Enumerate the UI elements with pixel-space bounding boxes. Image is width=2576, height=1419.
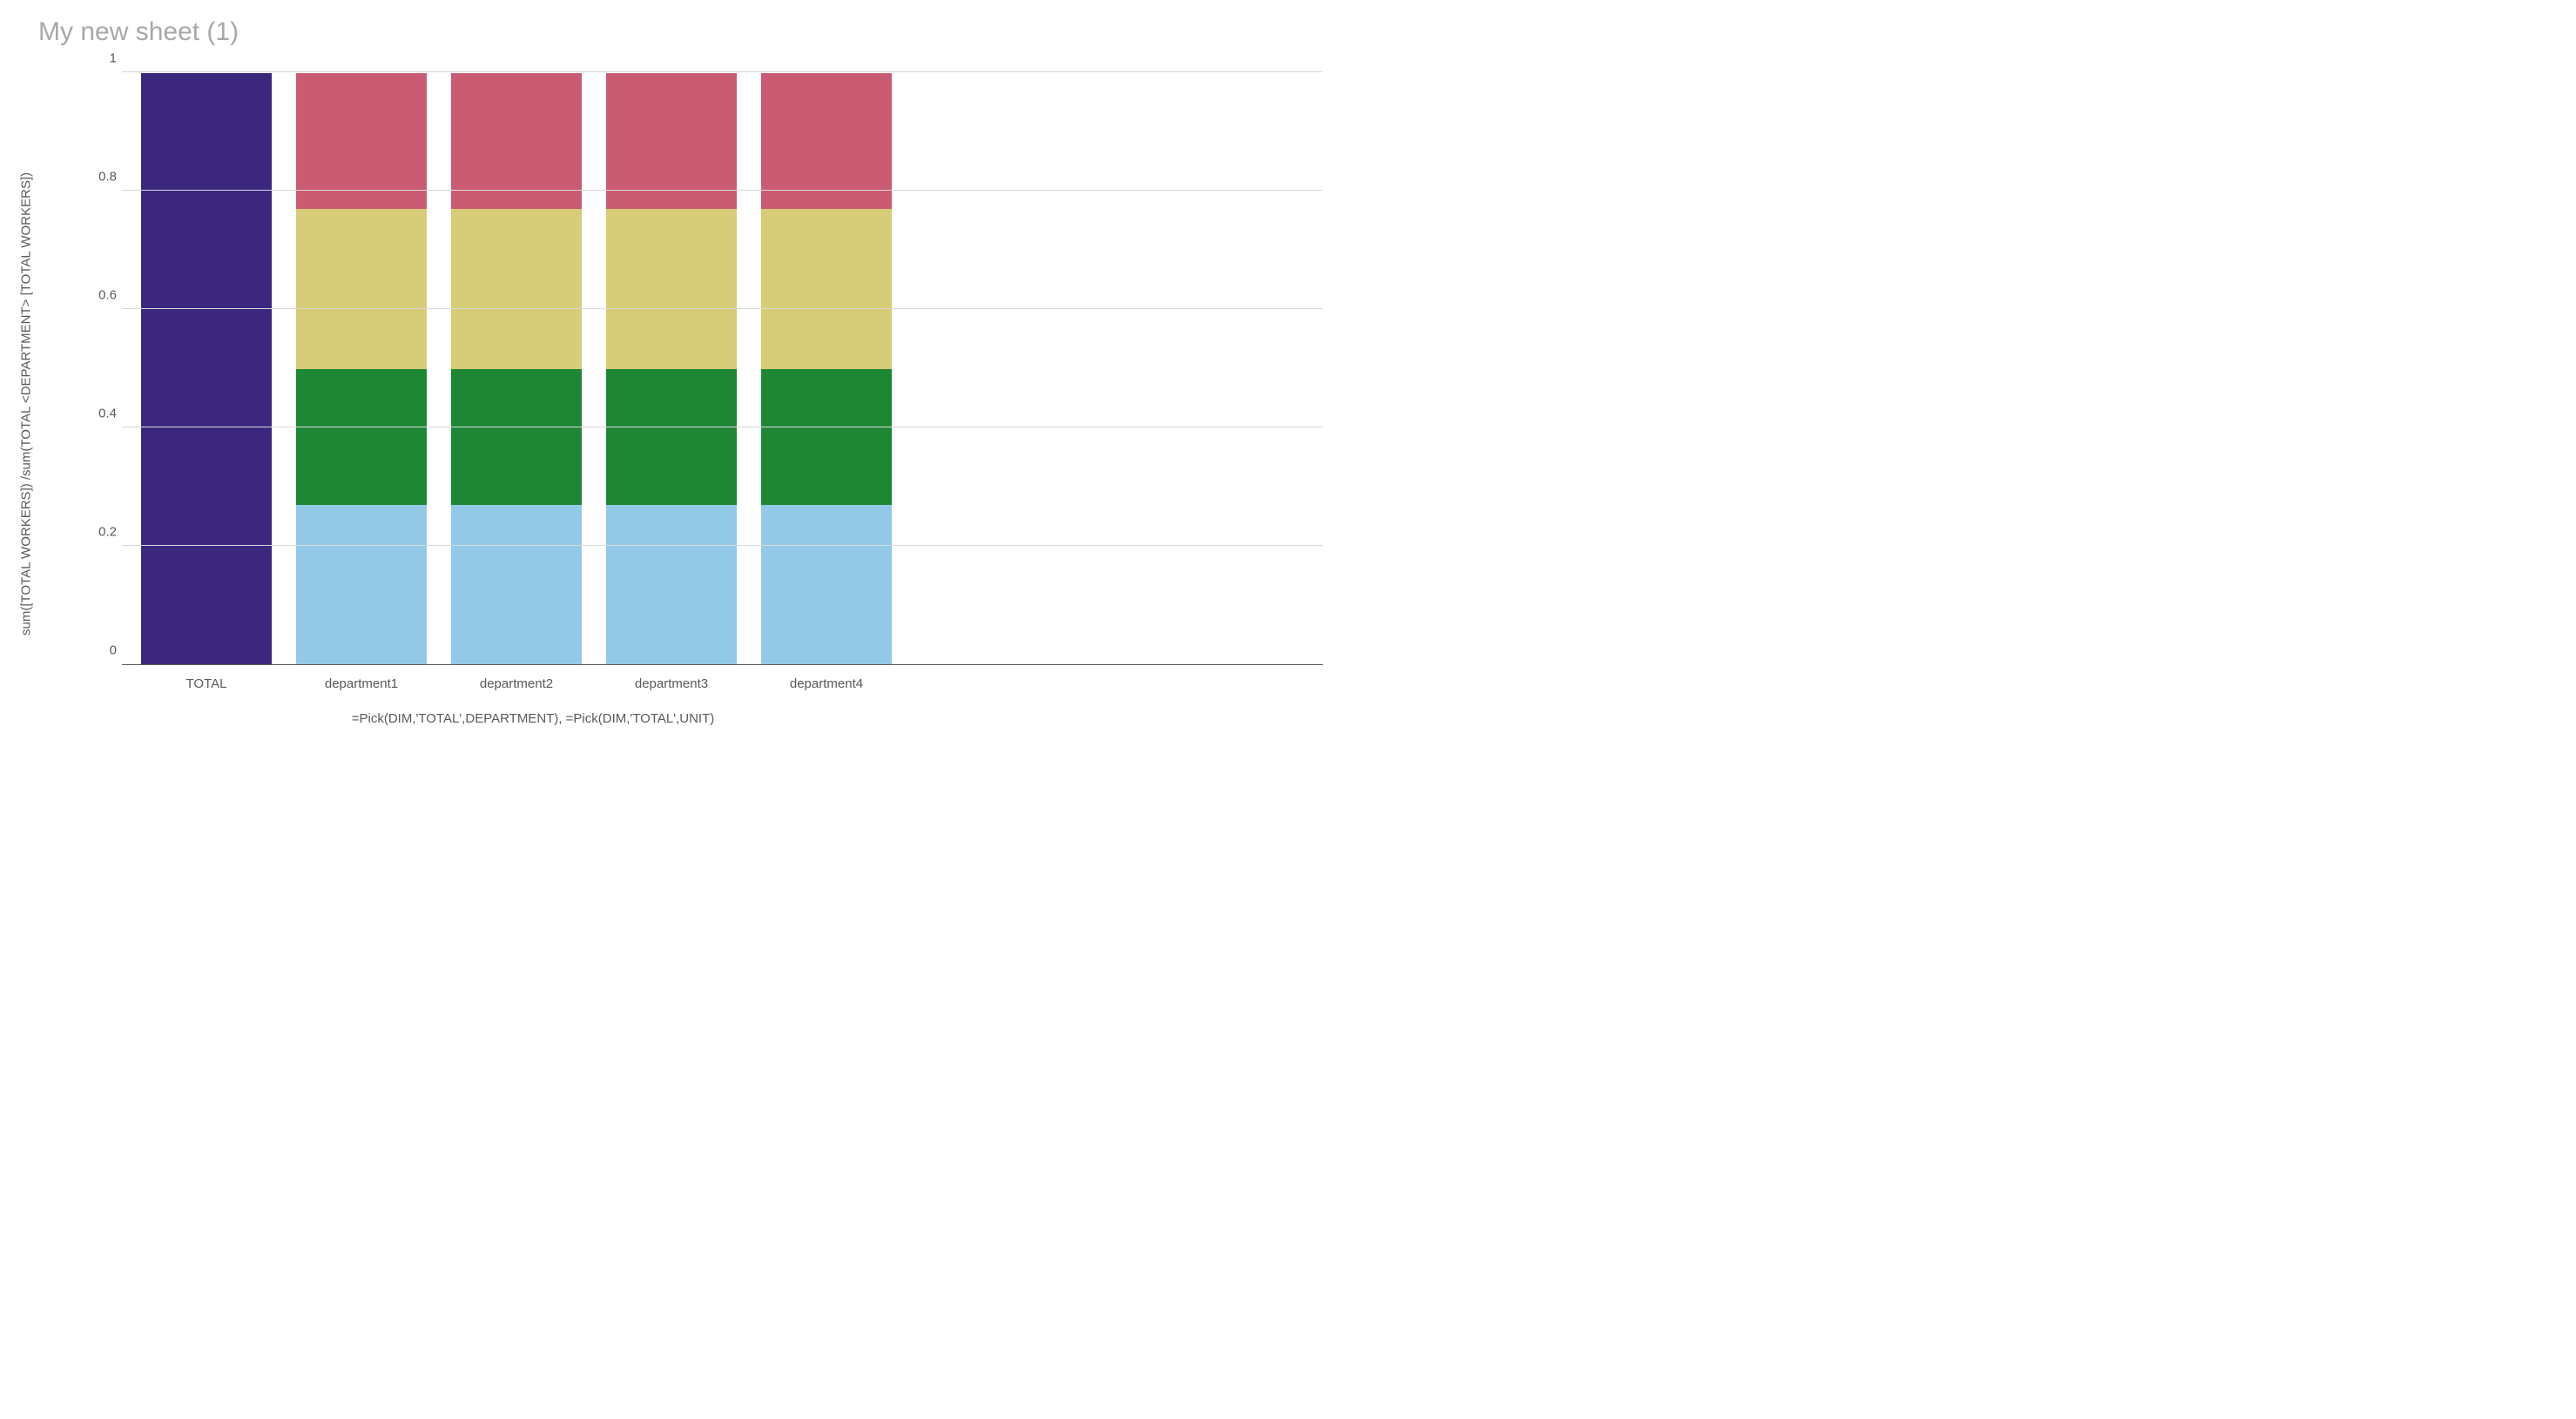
bar[interactable] [296,73,427,664]
bar-segment[interactable] [296,73,427,209]
x-tick-label: department2 [451,676,582,691]
gridline [122,71,1323,72]
x-tick-label: department4 [761,676,892,691]
x-tick-label: department3 [606,676,737,691]
bar-segment[interactable] [606,73,737,209]
bar-segment[interactable] [141,73,272,664]
gridline [122,545,1323,546]
y-tick-label: 0.8 [91,170,117,185]
bars-row [122,73,1323,664]
bar[interactable] [451,73,582,664]
gridline [122,190,1323,191]
bar-segment[interactable] [296,209,427,368]
gridline [122,308,1323,309]
bar-segment[interactable] [296,369,427,505]
bar-segment[interactable] [451,505,582,664]
y-axis-label: sum([TOTAL WORKERS]) /sum(TOTAL <DEPARTM… [19,172,34,636]
sheet-title: My new sheet (1) [38,17,2541,47]
y-tick-label: 1 [91,51,117,66]
y-tick-label: 0.2 [91,525,117,540]
bar-segment[interactable] [451,73,582,209]
bar-segment[interactable] [761,369,892,505]
bar-segment[interactable] [761,209,892,368]
x-tick-row: TOTAL department1 department2 department3 de… [122,676,1323,691]
stacked-bar-chart: sum([TOTAL WORKERS]) /sum(TOTAL <DEPARTM… [35,73,1323,735]
bar-segment[interactable] [451,369,582,505]
x-tick-label: TOTAL [141,676,272,691]
bar-segment[interactable] [296,505,427,664]
plot-area [122,73,1323,665]
bar-segment[interactable] [761,505,892,664]
x-tick-label: department1 [296,676,427,691]
bar[interactable] [606,73,737,664]
x-axis-label: =Pick(DIM,'TOTAL',DEPARTMENT), =Pick(DIM… [141,711,925,726]
bar-segment[interactable] [606,369,737,505]
bar-segment[interactable] [606,505,737,664]
y-tick-label: 0 [91,643,117,658]
bar[interactable] [761,73,892,664]
bar-segment[interactable] [451,209,582,368]
bar[interactable] [141,73,272,664]
bar-segment[interactable] [761,73,892,209]
bar-segment[interactable] [606,209,737,368]
y-tick-label: 0.6 [91,288,117,303]
y-tick-label: 0.4 [91,407,117,421]
